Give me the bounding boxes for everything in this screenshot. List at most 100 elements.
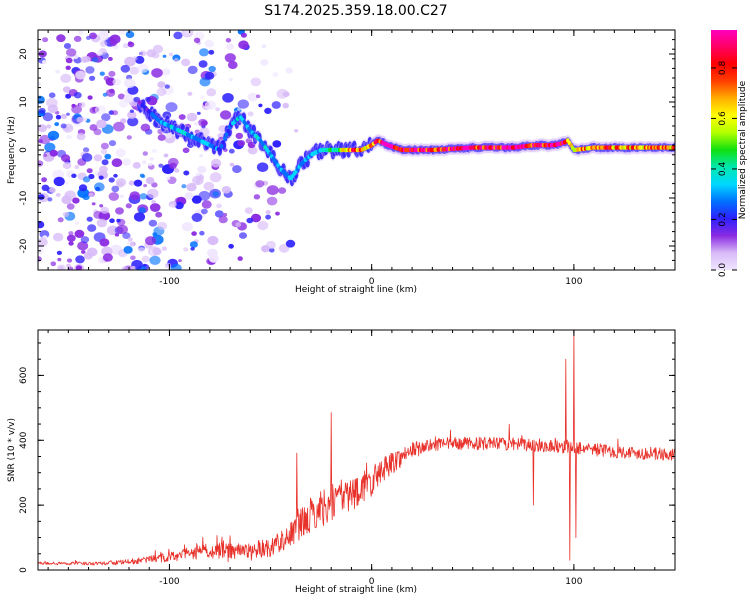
heatmap-speckle [75,255,85,264]
heatmap-speckle [113,121,125,132]
spectrogram-y-label: Frequency (Hz) [7,116,17,184]
heatmap-speckle [226,43,235,50]
heatmap-speckle [181,58,191,67]
heatmap-speckle [89,75,96,81]
heatmap-speckle [229,162,235,167]
heatmap-speckle [178,259,182,263]
heatmap-speckle [132,162,141,169]
heatmap-speckle [112,78,122,86]
colorbar-ticks: 0.0 0.2 0.4 0.6 0.8 [711,60,737,277]
heatmap-speckle [80,236,90,244]
snr-x-ticks: -100 0 100 [47,330,676,587]
heatmap-speckle [186,112,198,122]
snr-x-label: Height of straight line (km) [295,585,417,595]
heatmap-speckle [130,255,136,261]
snr-panel: -100 0 100 0 200 400 600 Height of straight l… [7,329,676,595]
heatmap-speckle [56,34,66,43]
heatmap-speckle [214,210,224,218]
heatmap-speckle [240,32,247,38]
heatmap-speckle [149,255,161,265]
ridge-core [223,136,227,141]
heatmap-speckle [271,101,281,109]
heatmap-speckle [282,91,290,97]
heatmap-speckle [133,212,146,222]
spectrogram-x-label: Height of straight line (km) [295,285,417,295]
heatmap-speckle [103,75,110,81]
heatmap-speckle [147,188,159,199]
heatmap-speckle [38,82,41,86]
heatmap-speckle [140,123,151,132]
heatmap-speckle [198,118,208,127]
spectrogram-x-ticks: -100 0 100 [47,30,676,287]
heatmap-speckle [56,264,66,270]
heatmap-speckle [265,214,271,220]
heatmap-speckle [186,183,197,192]
heatmap-speckle [66,134,72,140]
heatmap-speckle [66,112,70,116]
heatmap-speckle [100,206,109,214]
heatmap-speckle [228,77,233,82]
heatmap-speckle [50,261,57,267]
heatmap-speckle [246,217,254,224]
heatmap-speckle [111,185,120,193]
heatmap-speckle [266,185,279,196]
heatmap-speckle [47,130,60,141]
heatmap-speckle [187,65,198,75]
heatmap-speckle [220,110,232,120]
heatmap-speckle [108,70,116,77]
colorbar-tick-label: 0.0 [718,263,728,278]
heatmap-speckle [223,213,228,217]
heatmap-speckle [151,68,163,78]
heatmap-speckle [209,172,222,183]
heatmap-speckle [108,177,115,183]
colorbar-tick-label: 0.2 [718,212,728,226]
heatmap-speckle [197,165,207,174]
heatmap-speckle [207,235,219,246]
heatmap-speckle [101,113,111,122]
heatmap-speckle [196,111,201,115]
heatmap-speckle [239,232,247,239]
x-tick-label: 0 [369,577,375,587]
heatmap-speckle [99,40,108,47]
heatmap-speckle [272,72,279,77]
heatmap-speckle [157,134,166,141]
heatmap-speckle [116,218,121,223]
heatmap-speckle [71,103,76,108]
heatmap-speckle [114,232,120,237]
heatmap-speckle [68,241,74,246]
heatmap-speckle [104,153,112,160]
heatmap-speckle [182,147,190,154]
colorbar-gradient [711,30,737,270]
heatmap-speckle [62,161,72,170]
colorbar-tick-label: 0.6 [718,111,728,126]
heatmap-speckle [215,107,221,112]
heatmap-speckle [235,132,244,140]
heatmap-speckle [96,119,107,129]
heatmap-speckle [38,237,48,247]
heatmap-speckle [116,224,128,235]
heatmap-speckle [199,48,209,57]
heatmap-speckle [81,153,93,162]
heatmap-speckle [87,95,93,100]
heatmap-speckle [64,181,69,185]
heatmap-speckle [138,207,147,214]
heatmap-speckle [218,215,228,224]
heatmap-speckle [55,69,60,74]
heatmap-speckle [174,201,184,210]
snr-y-label: SNR (10 * v/v) [7,418,17,482]
heatmap-speckle [49,149,58,157]
heatmap-speckle [38,107,46,114]
heatmap-speckle [119,194,124,198]
heatmap-speckle [76,116,84,123]
heatmap-speckle [169,204,174,208]
heatmap-speckle [261,44,267,49]
heatmap-speckle [48,92,56,98]
x-tick-label: -100 [159,277,180,287]
heatmap-speckle [60,123,67,129]
heatmap-speckle [87,224,97,232]
heatmap-speckle [221,186,231,194]
heatmap-speckle [163,153,169,158]
heatmap-speckle [129,109,134,113]
heatmap-speckle [93,154,103,162]
